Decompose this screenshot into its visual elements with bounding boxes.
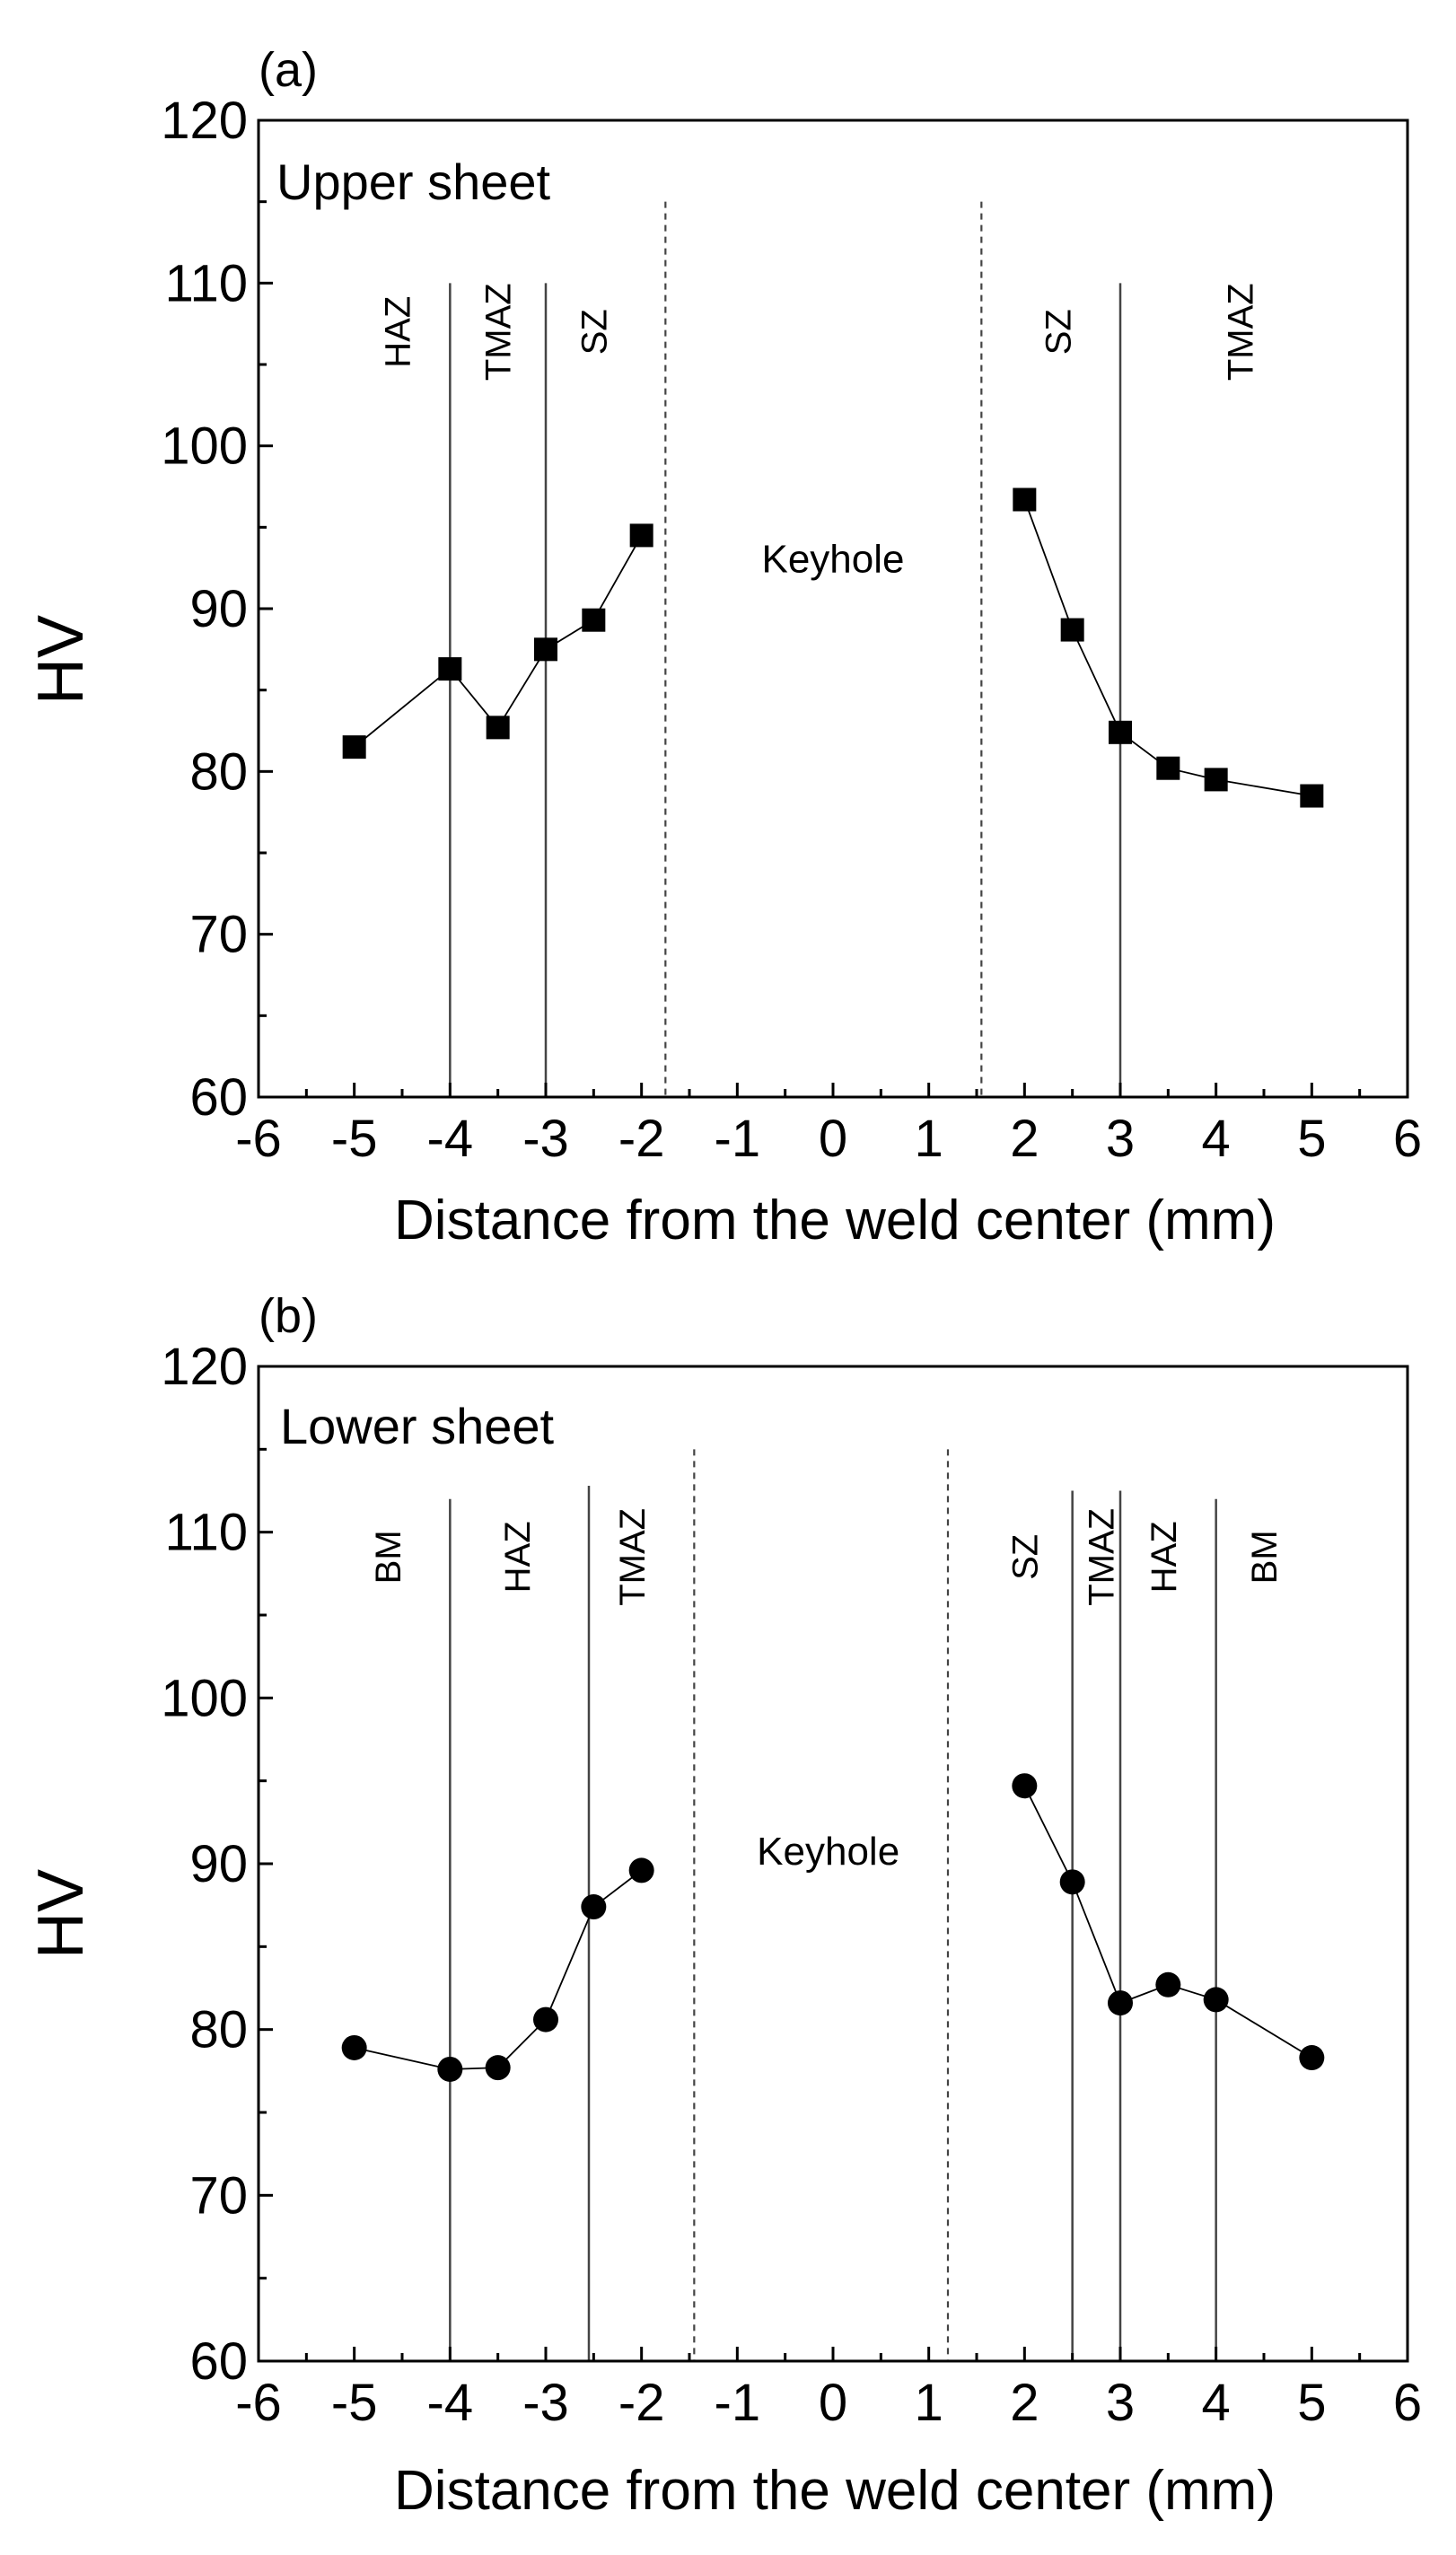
panel-a-x-tick-label: 5 <box>1297 1110 1326 1168</box>
panel-a-y-tick-label: 90 <box>189 580 248 638</box>
panel-a-y-tick-label: 80 <box>189 742 248 801</box>
panel-b-y-tick-label: 60 <box>189 2332 248 2391</box>
panel-a-data-point <box>629 523 653 548</box>
panel-a-x-tick-label: 1 <box>915 1110 943 1168</box>
panel-a-zone-label-sz: SZ <box>575 309 614 355</box>
panel-b-data-point <box>1203 1987 1229 2013</box>
panel-b-data-point <box>1155 1971 1181 1997</box>
panel-b-series-line-right <box>1023 1785 1312 2059</box>
panel-b-data-point <box>581 1894 607 1920</box>
panel-b-y-tick-label: 120 <box>161 1338 248 1396</box>
panel-b-sheet-label: Lower sheet <box>280 1398 555 1454</box>
panel-b-lower-sheet: (b) Lower sheet Distance from the weld c… <box>25 1289 1422 2522</box>
panel-a-series-line-left <box>354 534 643 748</box>
panel-a-x-tick-label: -3 <box>522 1110 569 1168</box>
panel-a-x-tick-label: -1 <box>715 1110 761 1168</box>
panel-b-x-tick-label: 4 <box>1202 2374 1231 2432</box>
panel-b-x-tick-label: -2 <box>618 2374 665 2432</box>
panel-b-x-tick-label: -6 <box>235 2374 282 2432</box>
panel-a-data-point <box>1156 756 1180 780</box>
panel-a-y-tick-label: 100 <box>161 417 248 476</box>
panel-b-x-tick-label: 2 <box>1010 2374 1039 2432</box>
panel-a-x-tick-label: 2 <box>1010 1110 1039 1168</box>
panel-a-y-tick-label: 70 <box>189 906 248 964</box>
panel-b-data-point <box>1059 1869 1085 1895</box>
panel-b-y-tick-label: 100 <box>161 1669 248 1727</box>
panel-a-x-tick-label: 6 <box>1393 1110 1422 1168</box>
panel-b-keyhole-label: Keyhole <box>757 1830 899 1874</box>
panel-b-zone-label-haz: HAZ <box>1145 1521 1184 1593</box>
panel-b-data-point <box>1108 1990 1133 2016</box>
panel-a-zone-label-tmaz: TMAZ <box>479 283 519 381</box>
panel-a-y-axis-title: HV <box>25 615 97 705</box>
panel-a-zone-label-haz: HAZ <box>379 296 418 368</box>
panel-b-y-tick-label: 80 <box>189 2001 248 2059</box>
panel-b-y-axis-title: HV <box>25 1869 97 1959</box>
panel-b-data-point <box>437 2056 463 2082</box>
panel-b-x-tick-label: 5 <box>1297 2374 1326 2432</box>
panel-b-y-tick-label: 70 <box>189 2166 248 2225</box>
panel-a-y-tick-label: 60 <box>189 1068 248 1127</box>
panel-b-data-point <box>628 1857 654 1883</box>
panel-b-x-tick-label: -5 <box>331 2374 378 2432</box>
panel-a-x-tick-label: -6 <box>235 1110 282 1168</box>
panel-b-zone-label-haz: HAZ <box>498 1521 538 1593</box>
panel-a-data-point <box>1013 487 1037 512</box>
panel-b-x-axis-title: Distance from the weld center (mm) <box>394 2460 1276 2522</box>
panel-b-data-point <box>341 2034 367 2060</box>
panel-b-x-tick-label: -3 <box>522 2374 569 2432</box>
panel-b-x-tick-label: 3 <box>1106 2374 1135 2432</box>
panel-a-y-tick-label: 120 <box>161 92 248 150</box>
panel-a-data-point <box>342 735 366 759</box>
panel-a-x-tick-label: 3 <box>1106 1110 1135 1168</box>
panel-a-data-point <box>438 657 462 681</box>
panel-a-data-point <box>582 608 606 632</box>
panel-b-data-point <box>1012 1773 1038 1799</box>
panel-a-sheet-label: Upper sheet <box>276 154 551 210</box>
panel-a-label: (a) <box>259 43 318 97</box>
panel-a-series-line-right <box>1023 499 1312 797</box>
panel-b-x-tick-label: 0 <box>819 2374 847 2432</box>
panel-b-data-point <box>533 2006 558 2033</box>
panel-b-x-tick-label: 1 <box>915 2374 943 2432</box>
panel-a-data-point <box>1204 768 1228 792</box>
panel-a-data-point <box>486 716 510 740</box>
panel-a-x-tick-label: -5 <box>331 1110 378 1168</box>
panel-a-data-point <box>534 637 557 662</box>
panel-b-zone-label-tmaz: TMAZ <box>1083 1508 1122 1606</box>
panel-b-y-tick-label: 90 <box>189 1835 248 1893</box>
panel-b-zone-label-bm: BM <box>369 1530 408 1584</box>
panel-a-data-point <box>1300 784 1324 808</box>
panel-b-x-tick-label: -1 <box>715 2374 761 2432</box>
panel-b-data-point <box>485 2055 511 2081</box>
panel-b-zone-label-tmaz: TMAZ <box>613 1508 653 1606</box>
panel-a-x-axis-title: Distance from the weld center (mm) <box>394 1190 1276 1251</box>
panel-a-plot-frame <box>257 119 1409 1099</box>
panel-a-x-tick-label: 0 <box>819 1110 847 1168</box>
panel-a-zone-label-tmaz: TMAZ <box>1221 283 1260 381</box>
panel-a-x-tick-label: 4 <box>1202 1110 1231 1168</box>
panel-a-data-point <box>1109 720 1132 744</box>
panel-b-x-tick-label: 6 <box>1393 2374 1422 2432</box>
panel-a-y-tick-label: 110 <box>165 254 248 312</box>
panel-a-x-tick-label: -2 <box>618 1110 665 1168</box>
panel-b-zone-label-sz: SZ <box>1005 1534 1045 1580</box>
panel-b-zone-label-bm: BM <box>1245 1530 1285 1584</box>
panel-a-upper-sheet: (a) Upper sheet Distance from the weld c… <box>25 43 1422 1251</box>
panel-a-keyhole-label: Keyhole <box>761 538 904 582</box>
panel-b-label: (b) <box>259 1289 318 1343</box>
panel-b-data-point <box>1299 2045 1325 2071</box>
panel-b-y-tick-label: 110 <box>165 1504 248 1562</box>
panel-a-data-point <box>1060 618 1084 642</box>
panel-a-zone-label-sz: SZ <box>1039 309 1079 355</box>
panel-a-x-tick-label: -4 <box>427 1110 474 1168</box>
panel-b-x-tick-label: -4 <box>427 2374 474 2432</box>
